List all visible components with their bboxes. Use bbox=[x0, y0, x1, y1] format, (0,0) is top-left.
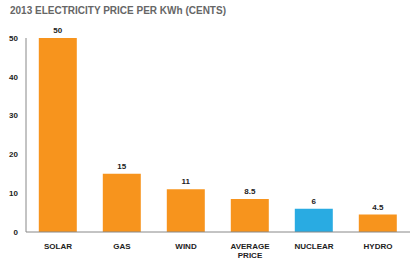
svg-text:50: 50 bbox=[9, 34, 18, 43]
svg-text:40: 40 bbox=[9, 73, 18, 82]
svg-text:AVERAGEPRICE: AVERAGEPRICE bbox=[231, 242, 271, 260]
svg-text:SOLAR: SOLAR bbox=[44, 242, 72, 251]
svg-text:GAS: GAS bbox=[113, 242, 131, 251]
svg-text:30: 30 bbox=[9, 111, 18, 120]
svg-text:6: 6 bbox=[312, 197, 317, 206]
svg-text:11: 11 bbox=[182, 177, 191, 186]
html-text:2013 ELECTRICITY PRICE PER KWh: 2013 ELECTRICITY PRICE PER KWh (CENTS) bbox=[10, 5, 226, 16]
svg-text:10: 10 bbox=[9, 189, 18, 198]
svg-text:0: 0 bbox=[14, 228, 19, 237]
svg-text:15: 15 bbox=[117, 162, 126, 171]
svg-text:20: 20 bbox=[9, 150, 18, 159]
svg-text:50: 50 bbox=[53, 26, 62, 35]
svg-text:8.5: 8.5 bbox=[244, 187, 256, 196]
svg-text:HYDRO: HYDRO bbox=[364, 242, 393, 251]
svg-text:NUCLEAR: NUCLEAR bbox=[294, 242, 333, 251]
svg-text:WIND: WIND bbox=[175, 242, 197, 251]
svg-text:4.5: 4.5 bbox=[372, 203, 384, 212]
